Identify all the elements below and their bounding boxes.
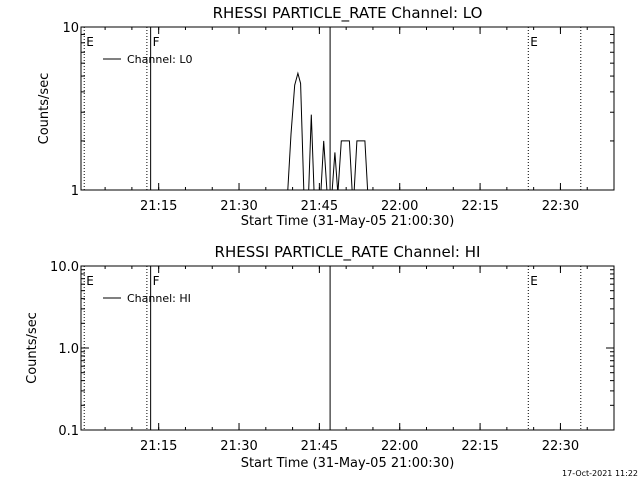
y-tick-label: 1 bbox=[71, 184, 79, 199]
x-tick-label: 21:45 bbox=[301, 199, 338, 214]
event-marker-label: E bbox=[530, 35, 538, 49]
x-tick-label: 22:30 bbox=[542, 199, 579, 214]
x-axis-label: Start Time (31-May-05 21:00:30) bbox=[241, 214, 455, 229]
y-axis-label: Counts/sec bbox=[25, 312, 40, 384]
event-marker-label: E bbox=[86, 274, 94, 288]
y-tick-label: 0.1 bbox=[58, 424, 79, 439]
timestamp: 17-Oct-2021 11:22 bbox=[562, 469, 638, 478]
x-axis-label: Start Time (31-May-05 21:00:30) bbox=[241, 456, 455, 471]
legend-label: Channel: L0 bbox=[127, 53, 193, 66]
chart-title: RHESSI PARTICLE_RATE Channel: LO bbox=[213, 4, 483, 23]
x-tick-label: 21:30 bbox=[220, 199, 257, 214]
x-tick-label: 21:15 bbox=[140, 199, 177, 214]
x-tick-label: 22:30 bbox=[542, 439, 579, 454]
plot-channel-hi: RHESSI PARTICLE_RATE Channel: HI 21:15 21:… bbox=[25, 243, 638, 478]
x-tick-label: 21:15 bbox=[140, 439, 177, 454]
y-tick-label: 10 bbox=[62, 21, 79, 36]
y-tick-label: 10.0 bbox=[50, 260, 79, 275]
event-marker-label: E bbox=[86, 35, 94, 49]
y-axis-label: Counts/sec bbox=[37, 73, 52, 145]
event-marker-label: F bbox=[153, 35, 160, 49]
chart-title: RHESSI PARTICLE_RATE Channel: HI bbox=[215, 243, 481, 262]
event-marker-label: E bbox=[530, 274, 538, 288]
event-marker-label: F bbox=[153, 274, 160, 288]
legend-label: Channel: HI bbox=[127, 292, 191, 305]
plot-frame bbox=[80, 26, 615, 191]
y-tick-label: 1.0 bbox=[58, 342, 79, 357]
x-tick-label: 22:15 bbox=[461, 199, 498, 214]
x-tick-label: 22:00 bbox=[381, 199, 418, 214]
plot-channel-lo: RHESSI PARTICLE_RATE Channel: LO 21:15 21:… bbox=[37, 4, 615, 229]
plot-frame bbox=[80, 265, 615, 431]
x-tick-label: 22:15 bbox=[461, 439, 498, 454]
series-line bbox=[287, 71, 369, 191]
x-tick-label: 21:45 bbox=[301, 439, 338, 454]
x-tick-label: 21:30 bbox=[220, 439, 257, 454]
x-tick-label: 22:00 bbox=[381, 439, 418, 454]
